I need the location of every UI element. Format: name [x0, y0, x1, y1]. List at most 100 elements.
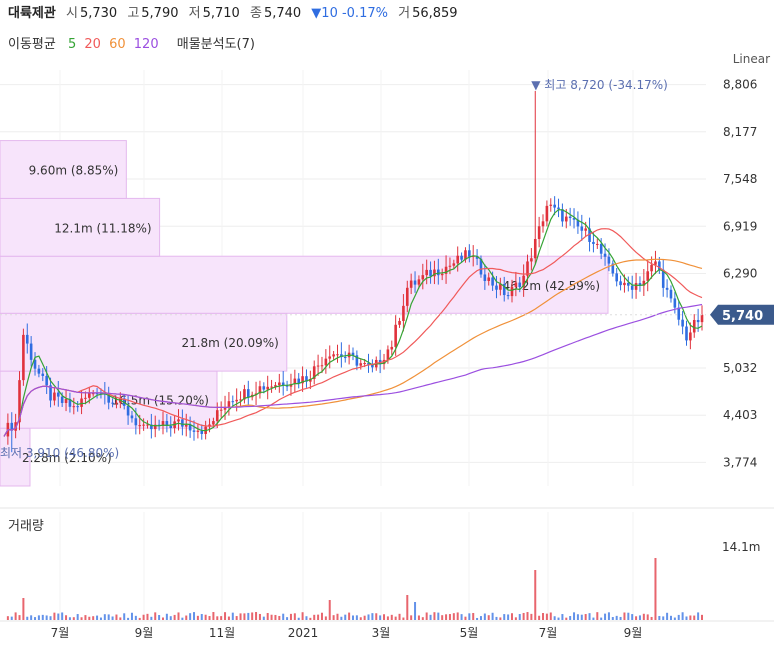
- x-tick-label: 5월: [460, 626, 479, 640]
- candle-body: [212, 421, 215, 425]
- volume-bar: [301, 612, 304, 620]
- candle-body: [247, 389, 250, 398]
- candle-body: [471, 256, 475, 258]
- candle-body: [343, 357, 347, 359]
- candle-body: [293, 378, 297, 385]
- candle-body: [76, 406, 79, 408]
- candle-body: [564, 216, 568, 222]
- scale-mode-label[interactable]: Linear: [732, 52, 770, 66]
- ma120-label[interactable]: 120: [133, 37, 159, 52]
- change-value: ▼10 -0.17%: [311, 6, 388, 21]
- volume-bar: [18, 615, 21, 620]
- volume-bar: [592, 617, 595, 620]
- candle-body: [227, 401, 231, 408]
- volume-bar: [417, 615, 420, 620]
- candle-body: [181, 419, 184, 427]
- ma5-label[interactable]: 5: [67, 37, 77, 52]
- volume-bar: [642, 613, 645, 620]
- volume-profile-label[interactable]: 매물분석도(7): [176, 37, 255, 52]
- volume-bar: [604, 613, 607, 620]
- indicator-bar: 이동평균 5 20 60 120 매물분석도(7): [8, 33, 263, 52]
- candle-body: [549, 204, 553, 206]
- candle-body: [25, 334, 29, 344]
- volume-bar: [510, 613, 513, 620]
- volume-bar: [611, 617, 614, 620]
- candle-body: [425, 269, 428, 276]
- volume-bar: [324, 616, 327, 620]
- volume-bar: [231, 612, 234, 620]
- candle-body: [596, 243, 599, 245]
- volume-bar: [99, 617, 102, 620]
- volume-bar: [635, 616, 638, 620]
- volume-bar: [472, 612, 475, 620]
- candle-body: [266, 386, 269, 390]
- candle-body: [545, 205, 549, 222]
- ma-title[interactable]: 이동평균: [8, 37, 56, 52]
- candle-body: [138, 425, 142, 427]
- volume-bar: [689, 615, 692, 620]
- candle-body: [491, 277, 494, 286]
- volume-bar: [534, 570, 537, 620]
- candle-body: [177, 419, 180, 422]
- volume-bar: [146, 613, 149, 620]
- candle-body: [305, 376, 308, 382]
- y-tick-label: 8,806: [723, 78, 757, 92]
- candle-body: [627, 282, 630, 286]
- max-price-annotation: ▼ 최고 8,720 (-34.17%): [531, 78, 668, 92]
- candle-body: [235, 399, 238, 402]
- volume-bar: [235, 616, 238, 620]
- y-tick-label: 7,548: [723, 172, 757, 186]
- candle-body: [437, 269, 440, 276]
- volume-bar: [414, 602, 417, 620]
- volume-bar: [328, 600, 331, 620]
- candle-body: [215, 410, 219, 422]
- candle-body: [278, 382, 281, 386]
- volume-bar: [247, 612, 250, 620]
- volume-bar: [499, 617, 502, 620]
- candle-body: [316, 365, 320, 367]
- volume-bar: [61, 612, 64, 620]
- ma5-line: [3, 209, 703, 437]
- candle-body: [150, 424, 153, 430]
- volume-bar: [448, 614, 451, 620]
- open-value: 5,730: [79, 6, 118, 21]
- volume-bar: [68, 617, 71, 620]
- ma20-label[interactable]: 20: [84, 37, 101, 52]
- candle-body: [537, 226, 541, 240]
- x-tick-label: 9월: [135, 626, 154, 640]
- volume-bar: [685, 616, 688, 620]
- candle-body: [22, 334, 25, 381]
- volume-bar: [243, 613, 246, 620]
- volume-profile-label: 46.2m (42.59%): [503, 279, 600, 293]
- candle-body: [584, 228, 587, 231]
- candle-body: [72, 406, 76, 408]
- volume-bar: [673, 617, 676, 620]
- candle-body: [685, 326, 688, 341]
- y-tick-label: 3,774: [723, 455, 757, 469]
- candle-body: [80, 398, 83, 407]
- ma60-label[interactable]: 60: [109, 37, 126, 52]
- candle-body: [526, 261, 529, 276]
- min-price-annotation: 최저 3,910 (46.80%): [0, 446, 119, 460]
- candle-body: [665, 287, 669, 290]
- volume-bar: [460, 614, 463, 620]
- candle-body: [386, 349, 390, 360]
- candle-body: [638, 283, 642, 286]
- candle-body: [417, 279, 421, 285]
- candle-body: [192, 430, 196, 432]
- candle-body: [371, 364, 374, 368]
- x-tick-label: 9월: [624, 626, 643, 640]
- volume-bar: [518, 614, 521, 620]
- volume-bar: [607, 612, 610, 620]
- volume-bar: [76, 614, 79, 620]
- candle-body: [394, 324, 397, 347]
- volume-bar: [479, 616, 482, 620]
- candle-body: [460, 255, 463, 260]
- volume-bar: [650, 616, 653, 620]
- candle-body: [654, 261, 657, 265]
- volume-bar: [189, 613, 192, 620]
- candle-body: [464, 250, 467, 260]
- volume-bar: [119, 617, 122, 620]
- volume-bar: [464, 616, 467, 620]
